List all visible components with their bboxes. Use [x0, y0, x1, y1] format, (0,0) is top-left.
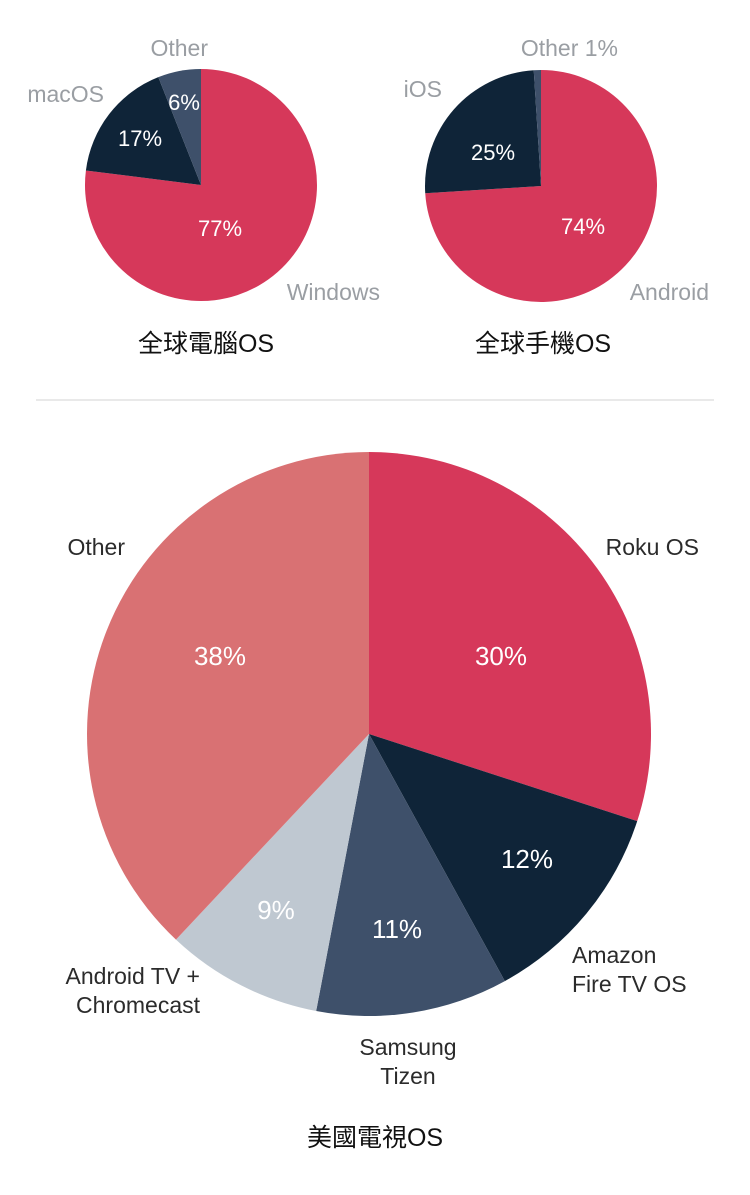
slice-value-label-android-tv-chromecast: 9%	[257, 895, 295, 925]
pie-chart-us-tv-os: 30% 12% 11% 9% 38% Roku OS Amazon Fire TV OS Sam…	[66, 452, 699, 1152]
chart-title: 美國電視OS	[307, 1124, 443, 1152]
pie-chart-mobile-os: 74% 25% Android iOS Other 1% 全球手機OS	[404, 35, 709, 358]
slice-value-label-macos: 17%	[118, 126, 162, 151]
pie-slice-ios	[425, 70, 541, 194]
pie-slice-android	[425, 70, 658, 303]
pie-slice-android-tv-chromecast	[175, 734, 369, 1012]
slice-category-label-windows: Windows	[287, 279, 380, 305]
pie-slice-samsung-tizen	[316, 734, 505, 1017]
slice-value-label-android: 74%	[561, 214, 605, 239]
slice-value-label-other: 6%	[168, 90, 200, 115]
slice-category-label-amazon-fire-tv-os: Amazon Fire TV OS	[572, 942, 687, 997]
chart-title: 全球電腦OS	[138, 330, 274, 358]
pie-slice-other	[87, 452, 370, 940]
slice-value-label-ios: 25%	[471, 140, 515, 165]
slice-category-label-other: Other	[150, 35, 208, 61]
slice-category-label-macos: macOS	[27, 81, 104, 107]
slice-category-label-samsung-tizen: Samsung Tizen	[359, 1034, 456, 1089]
slice-value-label-amazon-fire-tv-os: 12%	[501, 844, 553, 874]
pie-slice-macos	[85, 77, 201, 185]
slice-category-label-ios: iOS	[404, 76, 442, 102]
slice-category-label-other: Other	[67, 534, 125, 560]
slice-value-label-samsung-tizen: 11%	[372, 914, 422, 944]
pie-chart-desktop-os: 77% 17%6% Windows macOS Other 全球電腦OS	[27, 35, 380, 358]
slice-category-label-android-tv-chromecast: Android TV + Chromecast	[66, 963, 201, 1018]
pie-slice-other-1	[533, 70, 541, 186]
slice-value-label-roku-os: 30%	[475, 641, 527, 671]
slice-category-label-android: Android	[630, 279, 709, 305]
slice-value-label-windows: 77%	[198, 216, 242, 241]
slice-value-label-other: 38%	[194, 641, 246, 671]
pie-slice-windows	[84, 69, 317, 301]
chart-title: 全球手機OS	[475, 330, 611, 358]
pie-slice-roku-os	[369, 452, 652, 822]
pie-slice-amazon-fire-tv-os	[369, 734, 638, 982]
slice-category-label-roku-os: Roku OS	[606, 534, 699, 560]
slice-category-label-other-1: Other 1%	[521, 35, 618, 61]
pie-slice-other	[158, 69, 201, 185]
